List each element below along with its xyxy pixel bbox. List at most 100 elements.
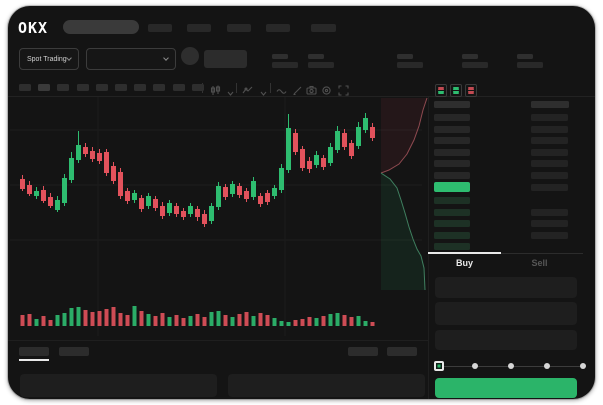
stat-value-placeholder bbox=[272, 62, 298, 68]
book-bids-icon[interactable] bbox=[450, 84, 462, 97]
bottom-tab[interactable] bbox=[19, 347, 49, 356]
slider-stop-dot[interactable] bbox=[508, 363, 514, 369]
interval-tab[interactable] bbox=[19, 84, 31, 91]
pair-name-placeholder bbox=[204, 50, 247, 68]
orderbook-header bbox=[434, 101, 470, 108]
fullscreen-icon[interactable] bbox=[338, 83, 349, 96]
nav-item[interactable] bbox=[311, 24, 336, 32]
bottom-tab[interactable] bbox=[387, 347, 417, 356]
depth-bar bbox=[438, 87, 444, 89]
bid-row-price[interactable] bbox=[434, 197, 470, 204]
okx-logo[interactable]: OKX bbox=[18, 19, 49, 37]
interval-tab[interactable] bbox=[115, 84, 127, 91]
orderbook-header bbox=[531, 101, 569, 108]
depth-bar bbox=[438, 88, 444, 91]
slider-stop-dot[interactable] bbox=[472, 363, 478, 369]
stat-label-placeholder bbox=[397, 54, 413, 59]
bid-row-price[interactable] bbox=[434, 232, 470, 239]
depth-bar bbox=[468, 92, 474, 94]
divider bbox=[8, 96, 595, 97]
ask-row-price[interactable] bbox=[434, 172, 470, 179]
chevron-down-icon[interactable] bbox=[226, 85, 237, 96]
bid-row-price[interactable] bbox=[434, 243, 470, 250]
row-amount bbox=[531, 232, 568, 239]
tab-sell[interactable]: Sell bbox=[531, 258, 548, 268]
stat-value-placeholder bbox=[308, 62, 334, 68]
interval-tab[interactable] bbox=[173, 84, 185, 91]
book-asks-icon[interactable] bbox=[465, 84, 477, 97]
bottom-tab[interactable] bbox=[348, 347, 378, 356]
settings-icon[interactable] bbox=[321, 83, 332, 95]
table-row bbox=[228, 374, 425, 397]
stat-value-placeholder bbox=[462, 62, 488, 68]
interval-tab[interactable] bbox=[192, 84, 204, 91]
interval-tab[interactable] bbox=[38, 84, 50, 91]
stat-label-placeholder bbox=[272, 54, 288, 59]
stat-group bbox=[462, 54, 488, 68]
ask-row-price[interactable] bbox=[434, 137, 470, 144]
draw-tool-icon[interactable] bbox=[292, 83, 303, 96]
stat-group bbox=[308, 54, 334, 68]
interval-tab[interactable] bbox=[134, 84, 146, 91]
search-input[interactable] bbox=[63, 20, 139, 34]
pair-select[interactable] bbox=[86, 48, 176, 70]
divider bbox=[8, 340, 428, 341]
bid-row-price[interactable] bbox=[434, 209, 470, 216]
ask-row-price[interactable] bbox=[434, 114, 470, 121]
candlestick-style-icon[interactable] bbox=[210, 83, 221, 95]
buy-submit-button[interactable] bbox=[435, 378, 577, 398]
camera-icon[interactable] bbox=[306, 83, 317, 95]
tab-buy[interactable]: Buy bbox=[455, 258, 473, 268]
row-amount bbox=[531, 137, 568, 144]
stat-group bbox=[517, 54, 543, 68]
candlestick-chart[interactable] bbox=[8, 6, 595, 399]
market-type-select[interactable]: Spot Trading bbox=[19, 48, 79, 70]
ask-row-price[interactable] bbox=[434, 126, 470, 133]
row-amount bbox=[531, 114, 568, 121]
interval-tab[interactable] bbox=[57, 84, 69, 91]
depth-bar bbox=[453, 90, 459, 93]
ask-row-price[interactable] bbox=[434, 149, 470, 156]
row-amount bbox=[531, 184, 568, 191]
depth-bar bbox=[453, 87, 459, 89]
stat-value-placeholder bbox=[397, 62, 423, 68]
depth-bar bbox=[453, 92, 459, 94]
stat-label-placeholder bbox=[462, 54, 478, 59]
nav-item[interactable] bbox=[148, 24, 172, 32]
toolbar-divider bbox=[270, 83, 271, 93]
row-amount bbox=[531, 209, 568, 216]
interval-tab[interactable] bbox=[77, 84, 89, 91]
total-field[interactable] bbox=[435, 330, 577, 350]
depth-bar bbox=[468, 88, 474, 91]
indicators-icon[interactable] bbox=[242, 83, 253, 94]
row-amount bbox=[531, 126, 568, 133]
stat-group bbox=[272, 54, 298, 68]
ask-row-price[interactable] bbox=[434, 160, 470, 167]
row-amount bbox=[531, 160, 568, 167]
row-amount bbox=[531, 172, 568, 179]
bottom-tab[interactable] bbox=[59, 347, 89, 356]
stat-group bbox=[397, 54, 423, 68]
chevron-down-icon[interactable] bbox=[259, 85, 270, 96]
market-type-label: Spot Trading bbox=[27, 55, 67, 63]
book-combined-icon[interactable] bbox=[435, 84, 447, 97]
nav-item[interactable] bbox=[187, 24, 211, 32]
slider-stop-dot[interactable] bbox=[580, 363, 586, 369]
nav-item[interactable] bbox=[227, 24, 251, 32]
last-price-badge[interactable] bbox=[434, 182, 470, 192]
slider-stop-dot[interactable] bbox=[544, 363, 550, 369]
chevron-down-icon bbox=[163, 55, 169, 61]
bid-row-price[interactable] bbox=[434, 220, 470, 227]
depth-bar bbox=[468, 90, 474, 93]
active-tab-underline bbox=[19, 359, 49, 361]
interval-tab[interactable] bbox=[96, 84, 108, 91]
wave-tool-icon[interactable] bbox=[276, 84, 287, 95]
amount-field[interactable] bbox=[435, 302, 577, 325]
toolbar-divider bbox=[236, 83, 237, 93]
interval-tab[interactable] bbox=[153, 84, 165, 91]
slider-handle[interactable] bbox=[434, 361, 444, 371]
depth-bar bbox=[453, 88, 459, 91]
price-field[interactable] bbox=[435, 277, 577, 298]
nav-item[interactable] bbox=[266, 24, 290, 32]
app-window: OKX Spot Trading Buy S bbox=[8, 6, 595, 399]
